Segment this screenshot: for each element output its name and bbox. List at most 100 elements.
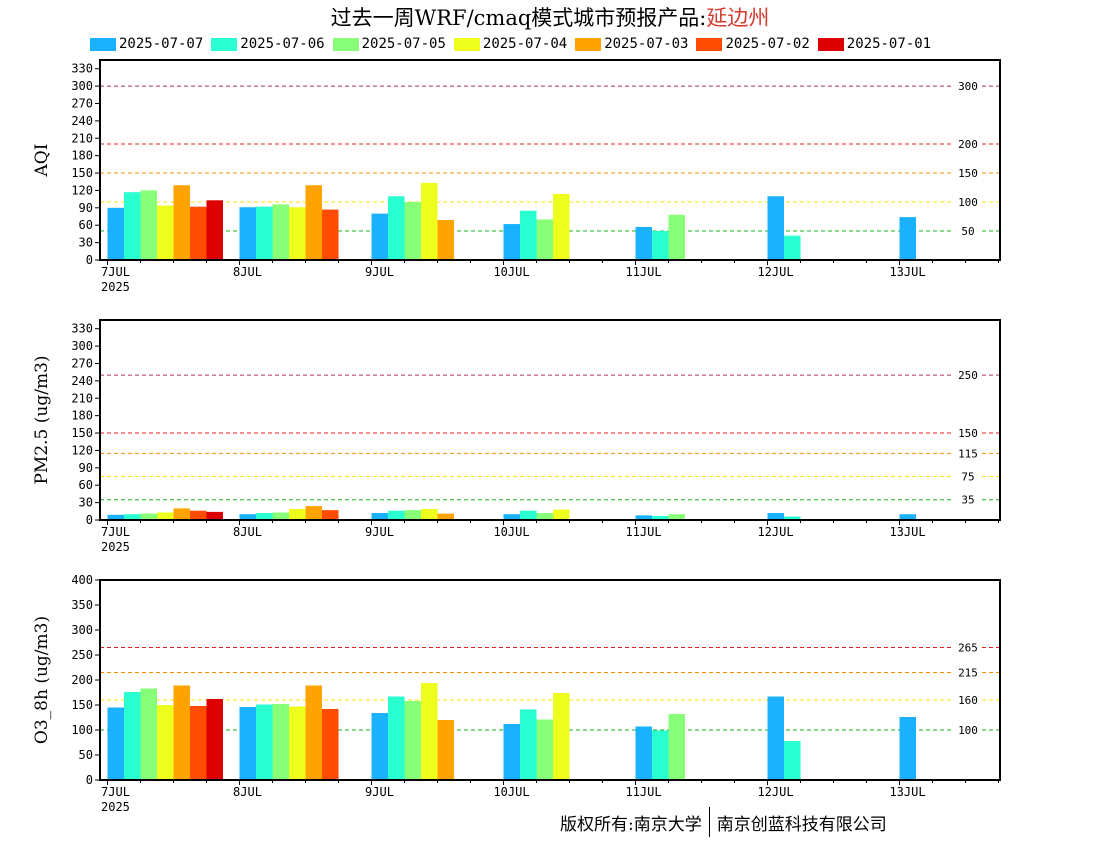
x-tick-label: 7JUL (101, 785, 130, 799)
y-tick-label: 330 (71, 322, 93, 336)
bar (206, 511, 223, 520)
y-tick-label: 240 (71, 114, 93, 128)
y-tick-label: 120 (71, 183, 93, 197)
legend-swatch (453, 37, 480, 51)
threshold-label-bg (954, 225, 982, 238)
bar (503, 224, 520, 260)
threshold-label: 115 (958, 447, 978, 460)
x-tick-label: 13JUL (889, 525, 925, 539)
threshold-label: 100 (958, 724, 978, 737)
bar (157, 205, 174, 260)
x-year-label: 2025 (101, 800, 130, 814)
bar (784, 235, 801, 260)
threshold-label-bg (954, 447, 982, 460)
threshold-label: 250 (958, 369, 978, 382)
legend-label: 2025-07-05 (361, 36, 446, 52)
threshold-label: 100 (958, 196, 978, 209)
bar (371, 513, 388, 520)
y-tick-label: 90 (79, 461, 93, 475)
bar (553, 193, 570, 260)
copyright-company: 南京创蓝科技有限公司 (716, 814, 887, 835)
bar (305, 185, 322, 260)
legend-swatch (817, 37, 844, 51)
threshold-label: 200 (958, 138, 978, 151)
bar (173, 508, 190, 520)
legend-label: 2025-07-07 (119, 36, 204, 52)
bar (668, 214, 685, 260)
bar (652, 231, 669, 260)
bar (173, 185, 190, 260)
bar (107, 207, 124, 260)
legend-label: 2025-07-02 (725, 36, 810, 52)
bar (635, 726, 652, 780)
x-tick-label: 13JUL (889, 265, 925, 279)
y-tick-label: 0 (86, 773, 93, 787)
y-tick-label: 300 (71, 339, 93, 353)
x-tick-label: 9JUL (365, 525, 394, 539)
threshold-label-bg (954, 138, 982, 151)
bar (239, 707, 256, 780)
x-year-label: 2025 (101, 280, 130, 294)
bar (239, 207, 256, 260)
bar (388, 696, 405, 780)
bar (767, 696, 784, 780)
x-tick-label: 9JUL (365, 785, 394, 799)
y-tick-label: 250 (71, 648, 93, 662)
bar (388, 510, 405, 520)
chart-panel: 250 150 115 75 35 0 30 60 90 120 150 180 210 240 270 30… (32, 319, 1001, 554)
y-axis-title: PM2.5 (ug/m3) (32, 355, 52, 484)
bar (404, 202, 421, 260)
bar (899, 514, 916, 520)
y-tick-label: 330 (71, 62, 93, 76)
bar (140, 190, 157, 260)
bar (173, 685, 190, 780)
bar (256, 513, 273, 520)
bar (520, 709, 537, 780)
x-tick-label: 10JUL (493, 785, 529, 799)
threshold-label-bg (954, 80, 982, 93)
bar (272, 204, 289, 260)
bar (322, 709, 339, 780)
y-tick-label: 350 (71, 598, 93, 612)
threshold-label: 75 (961, 471, 974, 484)
bar (140, 688, 157, 780)
bar (289, 207, 306, 260)
threshold-label: 265 (958, 642, 978, 655)
y-tick-label: 0 (86, 513, 93, 527)
bar (140, 513, 157, 520)
bar (206, 200, 223, 260)
bar (767, 196, 784, 260)
bar (767, 513, 784, 520)
x-tick-label: 11JUL (625, 785, 661, 799)
x-tick-label: 7JUL (101, 265, 130, 279)
bar (272, 512, 289, 520)
bar (388, 196, 405, 260)
threshold-label: 150 (958, 427, 978, 440)
city-name: 延边州 (706, 6, 770, 30)
bar (256, 704, 273, 780)
plot-frame (99, 319, 1001, 521)
bar (190, 206, 207, 260)
legend-swatch (211, 37, 238, 51)
bar (503, 724, 520, 780)
legend-item: 2025-07-07 (90, 36, 203, 52)
x-tick-label: 8JUL (233, 265, 262, 279)
y-tick-label: 60 (79, 478, 93, 492)
page-title: 过去一周WRF/cmaq模式城市预报产品:延边州 (0, 2, 1100, 32)
chart-legend: 2025-07-07 2025-07-06 2025-07-05 2025-07-04… (90, 35, 939, 53)
bar (553, 693, 570, 780)
bar (899, 217, 916, 260)
bar (107, 514, 124, 520)
y-tick-label: 30 (79, 496, 93, 510)
bar (503, 514, 520, 520)
bar (305, 685, 322, 780)
bar (437, 720, 454, 780)
bar (107, 707, 124, 780)
legend-swatch (90, 37, 116, 51)
bar (124, 514, 141, 520)
plot-frame (99, 59, 1001, 261)
legend-item: 2025-07-06 (211, 36, 325, 52)
title-text: 过去一周WRF/cmaq模式城市预报产品: (330, 6, 707, 30)
bar (784, 741, 801, 780)
x-tick-label: 12JUL (757, 785, 793, 799)
